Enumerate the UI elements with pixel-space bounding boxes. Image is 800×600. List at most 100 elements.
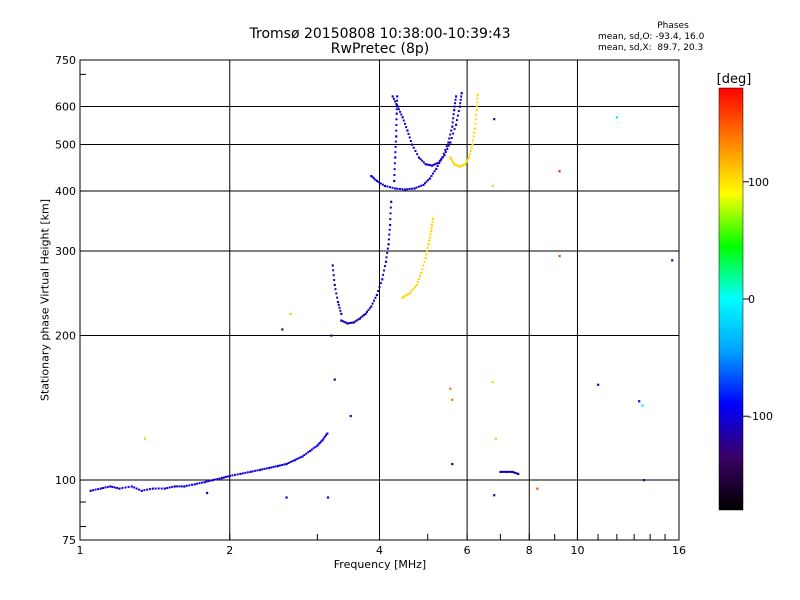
echo-point: [326, 496, 330, 499]
echo-point: [409, 139, 412, 142]
echo-point: [461, 164, 464, 167]
echo-point: [455, 95, 458, 98]
echo-point: [146, 488, 149, 491]
echo-point: [97, 488, 100, 491]
echo-point: [491, 381, 494, 384]
echo-point: [558, 254, 561, 258]
echo-point: [460, 164, 463, 167]
echo-point: [332, 269, 335, 272]
echo-point: [451, 398, 454, 401]
x-tick-label: 10: [570, 544, 584, 557]
echo-point: [491, 184, 494, 188]
echo-point: [439, 159, 442, 162]
echo-point: [421, 268, 424, 271]
echo-point: [303, 454, 306, 457]
echo-point: [430, 164, 434, 167]
echo-point: [440, 158, 443, 161]
echo-point: [459, 102, 462, 105]
echo-point: [160, 487, 163, 490]
echo-point: [431, 217, 435, 221]
echo-point: [429, 233, 432, 236]
echo-point: [459, 98, 462, 101]
echo-point: [336, 296, 339, 299]
echo-point: [386, 185, 389, 188]
echo-point: [393, 179, 396, 183]
echo-point: [395, 118, 398, 121]
echo-point: [451, 462, 454, 466]
echo-point: [344, 321, 347, 324]
echo-point: [338, 306, 341, 309]
grid-lines: [80, 60, 679, 540]
echo-point: [428, 177, 432, 180]
echo-point: [185, 484, 188, 487]
echo-point: [99, 487, 102, 490]
echo-point: [460, 92, 463, 95]
echo-point: [207, 480, 210, 483]
echo-point: [426, 246, 429, 249]
echo-point: [163, 487, 166, 490]
echo-point: [367, 309, 370, 312]
x-tick-label: 16: [672, 544, 686, 557]
echo-point: [395, 135, 398, 138]
echo-point: [427, 179, 430, 182]
echo-point: [642, 479, 646, 482]
echo-point: [371, 176, 374, 179]
echo-point: [138, 488, 141, 491]
echo-point: [263, 467, 266, 470]
echo-point: [466, 159, 469, 162]
echo-point: [168, 486, 171, 489]
echo-point: [104, 486, 107, 489]
echo-point: [386, 251, 389, 254]
echo-point: [387, 238, 390, 241]
echo-point: [222, 476, 225, 479]
echo-point: [410, 187, 413, 190]
echo-point: [370, 305, 373, 308]
echo-point: [151, 487, 154, 490]
echo-point: [389, 206, 392, 209]
echo-point: [307, 451, 310, 454]
echo-point: [396, 95, 399, 98]
echo-point: [402, 119, 405, 122]
echo-point: [412, 288, 415, 291]
x-tick-label: 1: [77, 544, 84, 557]
echo-point: [499, 470, 502, 474]
echo-point: [389, 218, 392, 221]
echo-point: [394, 187, 397, 190]
echo-point: [395, 112, 398, 115]
echo-point: [180, 485, 183, 488]
echo-point: [246, 471, 249, 474]
echo-point: [455, 123, 458, 126]
echo-point: [391, 186, 394, 189]
echo-point: [228, 474, 231, 478]
echo-point: [408, 292, 411, 295]
echo-point: [451, 125, 454, 128]
echo-point: [388, 186, 391, 189]
colorbar: [deg] 100 0 -100: [717, 72, 773, 511]
echo-point: [558, 170, 561, 173]
y-tick-label: 75: [62, 534, 76, 547]
echo-point: [171, 485, 174, 488]
echo-point: [475, 105, 478, 108]
echo-point: [419, 158, 422, 161]
echo-point: [421, 159, 424, 162]
echo-point: [466, 158, 469, 161]
echo-point: [363, 313, 366, 316]
echo-point: [394, 151, 397, 154]
colorbar-tick-label: 100: [748, 176, 769, 189]
y-tick-label: 300: [55, 245, 76, 258]
echo-point: [406, 293, 409, 296]
echo-point: [256, 469, 259, 472]
echo-point: [322, 437, 325, 440]
echo-point: [423, 260, 426, 263]
echo-point: [384, 260, 388, 263]
echo-point: [509, 470, 512, 473]
echo-point: [506, 470, 509, 473]
echo-point: [211, 479, 215, 482]
echo-point: [382, 273, 385, 276]
echo-point: [258, 468, 262, 472]
echo-point: [432, 172, 435, 175]
colorbar-tick-label: -100: [748, 410, 773, 423]
echo-point: [358, 317, 361, 320]
echo-point: [337, 303, 340, 306]
echo-point: [375, 293, 378, 297]
